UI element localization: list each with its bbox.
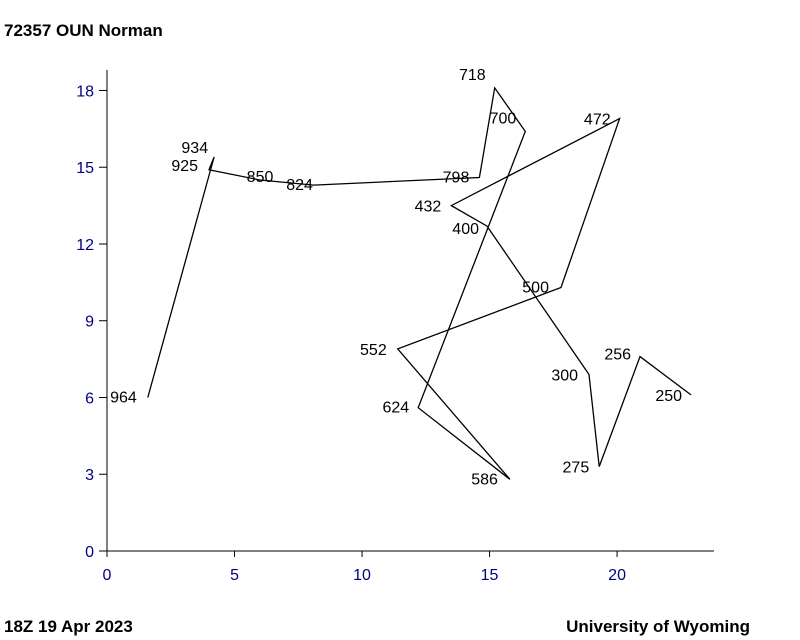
axes: 0 3 6 9 12 15 18 0 5 10 15 20 <box>76 70 714 584</box>
pressure-label: 500 <box>522 279 549 296</box>
pressure-label: 552 <box>360 342 387 359</box>
x-tick-label: 10 <box>353 567 371 584</box>
pressure-label: 300 <box>551 367 578 384</box>
y-tick-label: 6 <box>85 390 94 407</box>
pressure-label: 586 <box>471 471 498 488</box>
x-tick-label: 20 <box>608 567 626 584</box>
pressure-label: 934 <box>181 140 208 157</box>
pressure-label: 964 <box>110 389 137 406</box>
station-title: 72357 OUN Norman <box>4 21 163 40</box>
pressure-label: 700 <box>490 110 517 127</box>
pressure-label: 400 <box>452 221 479 238</box>
observation-time: 18Z 19 Apr 2023 <box>4 617 133 636</box>
y-tick-label: 15 <box>76 160 94 177</box>
y-tick-label: 0 <box>85 544 94 561</box>
pressure-label: 798 <box>443 169 470 186</box>
data-source: University of Wyoming <box>566 617 750 636</box>
y-tick-label: 12 <box>76 237 94 254</box>
hodograph-line <box>147 86 692 480</box>
pressure-label: 824 <box>286 177 313 194</box>
y-tick-label: 3 <box>85 467 94 484</box>
hodograph-trace <box>147 86 692 480</box>
pressure-label: 718 <box>459 67 486 84</box>
x-tick-label: 0 <box>103 567 112 584</box>
pressure-label: 472 <box>584 112 611 129</box>
x-tick-label: 15 <box>481 567 499 584</box>
pressure-label: 850 <box>247 169 274 186</box>
pressure-label: 925 <box>171 158 198 175</box>
y-tick-label: 9 <box>85 314 94 331</box>
pressure-label: 624 <box>382 400 409 417</box>
pressure-label: 275 <box>563 460 590 477</box>
pressure-label: 432 <box>415 199 442 216</box>
pressure-label: 250 <box>655 388 682 405</box>
y-tick-label: 18 <box>76 83 94 100</box>
x-tick-label: 5 <box>230 567 239 584</box>
pressure-label: 256 <box>604 347 631 364</box>
